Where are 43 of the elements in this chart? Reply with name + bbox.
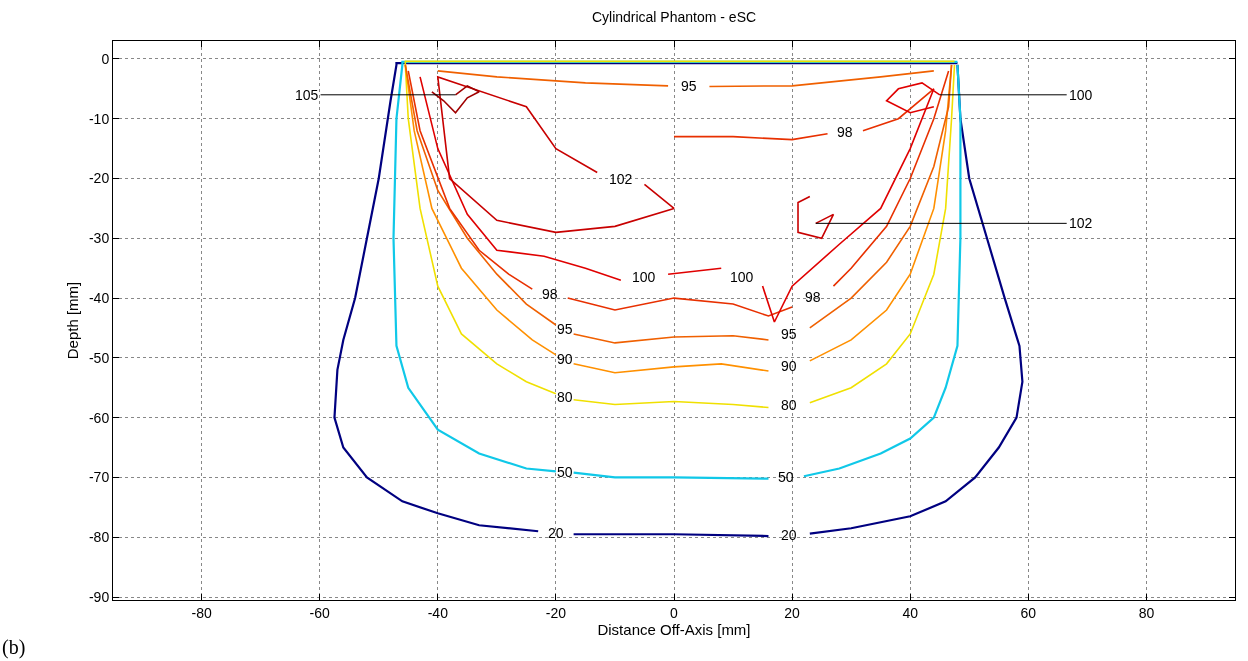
text: 100 <box>1069 87 1093 103</box>
x-tick-label: -20 <box>545 604 567 621</box>
y-axis-title: Depth [mm] <box>64 281 82 360</box>
series-label: 95 <box>681 78 697 94</box>
chart-title: Cylindrical Phantom - eSC <box>591 8 757 25</box>
x-tick-label: -60 <box>309 604 331 621</box>
series-label: 100 <box>730 269 754 285</box>
x-tick-label: 0 <box>670 604 679 621</box>
x-tick-label: 20 <box>784 604 801 621</box>
y-tick-label: 0 <box>101 50 110 67</box>
text: 50 <box>778 469 794 485</box>
series-label: 95 <box>557 321 573 337</box>
y-tick-label: -40 <box>88 289 110 306</box>
text: 90 <box>781 358 797 374</box>
text: 95 <box>781 326 797 342</box>
x-tick-label: 40 <box>902 604 919 621</box>
x-tick-label: -80 <box>191 604 212 621</box>
series-label: 102 <box>609 171 633 187</box>
x-axis-title: Distance Off-Axis [mm] <box>597 620 751 638</box>
series-label: 80 <box>557 389 573 405</box>
text: 20 <box>781 527 797 543</box>
y-tick-label: -60 <box>88 409 110 426</box>
text: 102 <box>1069 215 1093 231</box>
series-label: 20 <box>548 525 564 541</box>
y-tick-label: -50 <box>88 349 110 366</box>
text: (b) <box>2 636 26 659</box>
y-tick-label: -10 <box>88 110 110 127</box>
series-label: 90 <box>557 351 573 367</box>
x-tick-label: 60 <box>1020 604 1037 621</box>
y-tick-label: -30 <box>88 230 110 247</box>
y-tick-label: -80 <box>88 529 110 546</box>
x-tick-label: 80 <box>1138 604 1155 621</box>
text: 80 <box>781 397 797 413</box>
text: 100 <box>632 269 656 285</box>
y-tick-label: -20 <box>88 170 110 187</box>
series-label: 50 <box>557 464 573 480</box>
y-tick-label: -90 <box>88 588 110 605</box>
series-label: 98 <box>837 124 853 140</box>
x-tick-label: -40 <box>427 604 449 621</box>
series-label: 98 <box>542 286 558 302</box>
text: 105 <box>295 87 319 103</box>
y-tick-label: -70 <box>88 469 110 486</box>
text: 98 <box>805 289 821 305</box>
